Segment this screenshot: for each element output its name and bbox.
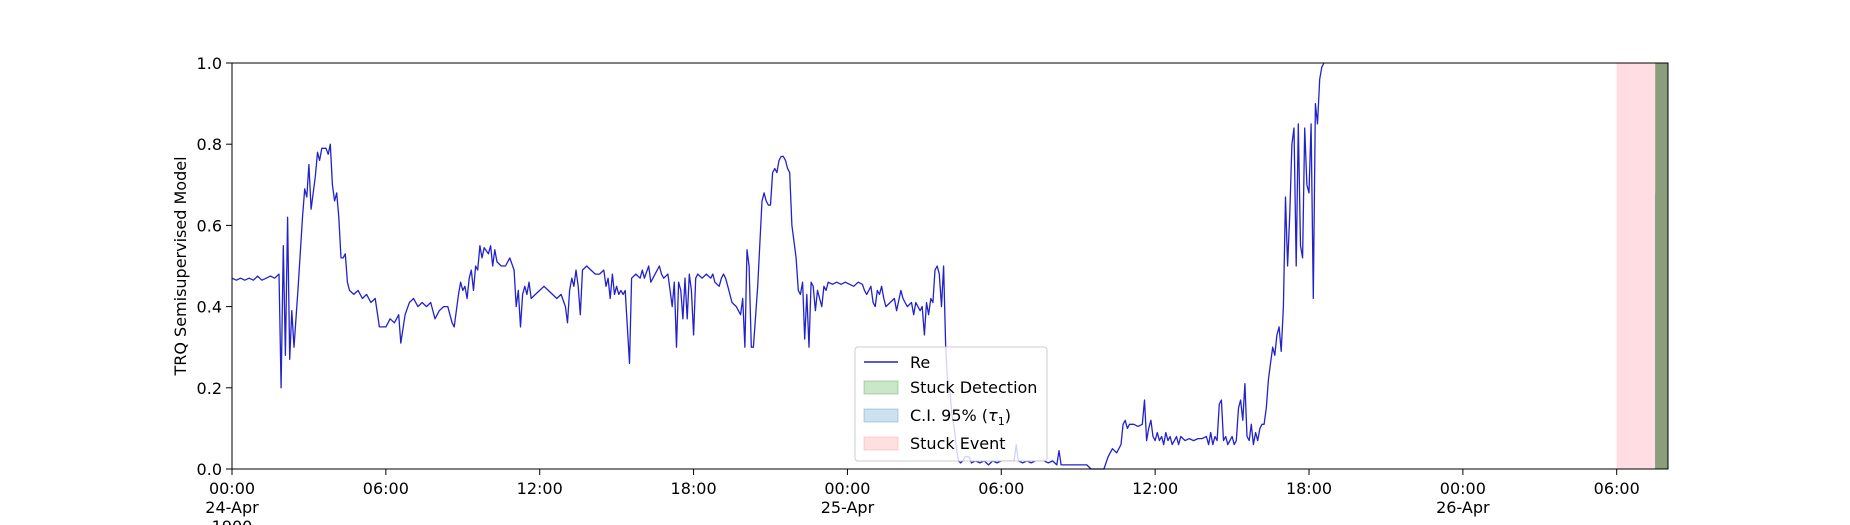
x-tick-label: 00:00 bbox=[824, 479, 870, 498]
legend-swatch-stuck-event bbox=[863, 436, 899, 451]
legend-box bbox=[854, 346, 1048, 462]
x-tick-label: 06:00 bbox=[1594, 479, 1640, 498]
region-stuck-detection bbox=[1655, 63, 1668, 469]
legend-label-stuck-detection: Stuck Detection bbox=[910, 378, 1037, 397]
plot-frame bbox=[231, 62, 1669, 470]
y-tick-label: 1.0 bbox=[197, 54, 222, 73]
regions-layer bbox=[1616, 63, 1668, 470]
x-tick-date-label: 26-Apr bbox=[1436, 498, 1490, 517]
legend-label-ci-close: ) bbox=[1005, 406, 1011, 425]
x-tick-date-label: 25-Apr bbox=[821, 498, 875, 517]
y-tick-label: 0.0 bbox=[197, 460, 222, 479]
series-line-re bbox=[231, 62, 1325, 470]
y-tick-label: 0.4 bbox=[197, 298, 222, 317]
legend-label-ci-subscript: 1 bbox=[998, 415, 1005, 428]
x-tick-year-label: 1900 bbox=[212, 517, 253, 525]
x-tick-label: 06:00 bbox=[978, 479, 1024, 498]
legend-swatch-ci bbox=[863, 408, 899, 423]
x-tick-label: 18:00 bbox=[1286, 479, 1332, 498]
x-tick-label: 06:00 bbox=[363, 479, 409, 498]
legend-label-re: Re bbox=[910, 353, 930, 372]
x-tick-label: 00:00 bbox=[209, 479, 255, 498]
x-tick-label: 12:00 bbox=[517, 479, 563, 498]
x-tick-label: 12:00 bbox=[1132, 479, 1178, 498]
legend-label-ci: C.I. 95% (τ1) bbox=[910, 406, 1011, 428]
legend-swatch-stuck-detection bbox=[863, 380, 899, 395]
x-tick-label: 18:00 bbox=[671, 479, 717, 498]
legend-label-ci-prefix: C.I. 95% ( bbox=[910, 406, 988, 425]
legend: Re Stuck Detection C.I. 95% (τ1) Stuck E… bbox=[854, 346, 1048, 462]
region-stuck-event bbox=[1616, 63, 1656, 469]
y-tick-label: 0.8 bbox=[197, 135, 222, 154]
legend-label-stuck-event: Stuck Event bbox=[910, 434, 1006, 453]
y-axis-label: TRQ Semisupervised Model bbox=[171, 156, 190, 376]
series-layer bbox=[231, 62, 1325, 470]
legend-label-ci-tau: τ bbox=[988, 406, 998, 425]
y-axis: 0.0 0.2 0.4 0.6 0.8 1.0 bbox=[197, 54, 232, 479]
y-tick-label: 0.2 bbox=[197, 379, 222, 398]
x-tick-date-label: 24-Apr bbox=[205, 498, 259, 517]
y-tick-label: 0.6 bbox=[197, 216, 222, 235]
x-tick-label: 00:00 bbox=[1440, 479, 1486, 498]
x-axis: 00:0024-Apr190006:0012:0018:0000:0025-Ap… bbox=[205, 469, 1640, 525]
